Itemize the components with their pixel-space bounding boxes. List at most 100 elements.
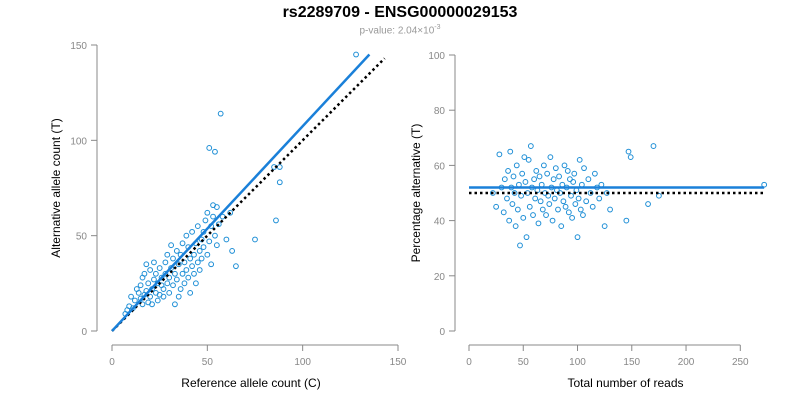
data-point (583, 198, 590, 205)
x-tick-label: 250 (732, 357, 749, 368)
data-point (603, 190, 610, 196)
data-point (650, 143, 657, 149)
data-point (196, 267, 203, 273)
x-axis: 0 50 100 150 200 250 (466, 344, 749, 368)
data-point (562, 203, 569, 210)
reference-line (111, 57, 386, 332)
x-axis-title: Reference allele count (C) (181, 376, 320, 390)
data-point (536, 173, 543, 180)
x-axis-title: Total number of reads (567, 376, 683, 390)
x-tick-label: 150 (390, 357, 407, 368)
data-point (183, 267, 190, 273)
data-point (571, 170, 578, 177)
x-tick-label: 50 (518, 357, 530, 368)
data-point (158, 274, 165, 281)
data-point (575, 195, 582, 202)
y-tick-label: 0 (439, 327, 445, 338)
data-point (544, 170, 551, 177)
data-point (549, 217, 556, 224)
data-point (546, 201, 553, 207)
data-point (501, 176, 508, 183)
data-point (162, 259, 169, 266)
data-point (189, 228, 195, 235)
data-point (568, 192, 574, 199)
data-point (147, 267, 154, 273)
data-point (527, 143, 534, 149)
data-point (509, 201, 516, 207)
x-tick-label: 0 (109, 357, 115, 368)
data-point (172, 301, 178, 308)
data-point (223, 236, 230, 243)
data-point (177, 286, 184, 292)
data-point (149, 301, 155, 308)
data-point (166, 274, 173, 281)
data-point (531, 176, 538, 183)
data-point (210, 213, 216, 220)
data-point (191, 270, 197, 277)
x-tick-label: 100 (294, 357, 311, 368)
data-point (656, 192, 662, 199)
data-point (505, 168, 511, 174)
data-point (166, 289, 173, 296)
data-point (164, 251, 171, 258)
data-point (591, 170, 598, 177)
data-point (504, 195, 510, 202)
data-point (200, 244, 207, 251)
data-point (141, 270, 148, 277)
data-point (525, 156, 532, 163)
data-point (489, 190, 496, 196)
data-point (252, 236, 258, 243)
data-point (192, 280, 199, 287)
data-point (623, 217, 630, 224)
data-point (215, 221, 222, 228)
data-point (601, 223, 608, 230)
data-point (128, 293, 134, 300)
y-axis-title: Percentage alternative (T) (409, 124, 423, 263)
data-point (530, 212, 536, 218)
data-point (517, 242, 523, 249)
data-point (513, 162, 520, 169)
data-point (145, 280, 152, 287)
data-point (522, 179, 529, 185)
data-point (217, 110, 224, 117)
data-point (179, 240, 186, 247)
data-point (191, 251, 197, 258)
data-point (569, 214, 575, 221)
data-point (151, 259, 157, 266)
data-point (589, 203, 596, 210)
data-point (627, 154, 634, 161)
data-point (519, 170, 526, 177)
data-point (173, 276, 180, 283)
y-tick-label: 40 (434, 217, 446, 228)
data-point (537, 198, 544, 205)
data-point (547, 154, 554, 161)
data-point (607, 206, 613, 213)
data-point (143, 261, 150, 268)
data-point (204, 251, 211, 258)
data-point (212, 148, 218, 155)
data-point (175, 293, 182, 300)
y-tick-label: 80 (434, 106, 446, 117)
x-axis: 0 50 100 150 (109, 344, 407, 368)
data-point (187, 255, 194, 262)
data-point (181, 280, 188, 287)
data-point (213, 242, 220, 249)
y-axis-title: Alternative allele count (T) (49, 118, 63, 257)
data-point (206, 238, 213, 245)
data-point (183, 232, 190, 239)
data-point (198, 236, 205, 243)
data-point (154, 297, 161, 304)
data-point (276, 164, 283, 170)
data-point (160, 286, 167, 292)
data-point (172, 270, 178, 277)
data-point (526, 203, 533, 210)
x-tick-label: 200 (678, 357, 695, 368)
data-point (543, 212, 549, 218)
data-point (565, 209, 572, 216)
scatter-panel-1: 0 50 100 150 Reference allele count (C) 0 50 10… (49, 41, 407, 390)
data-point (552, 165, 559, 172)
data-point (273, 217, 279, 224)
data-point (511, 190, 518, 196)
data-point (170, 282, 176, 289)
data-point (135, 289, 142, 296)
